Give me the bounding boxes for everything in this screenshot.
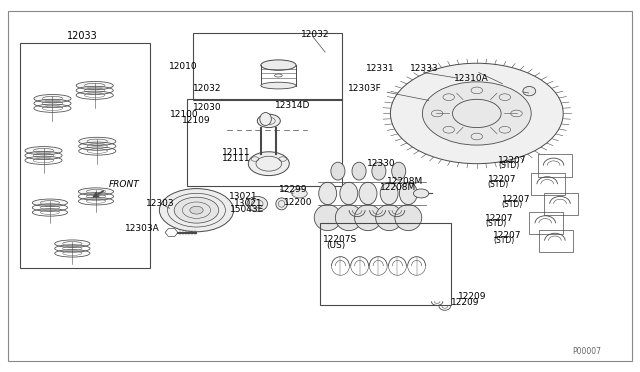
Text: (STD): (STD) — [488, 180, 509, 189]
Ellipse shape — [392, 162, 406, 180]
Text: (US): (US) — [326, 241, 346, 250]
Ellipse shape — [376, 205, 403, 231]
Text: 12208M: 12208M — [387, 177, 423, 186]
Text: 12310A: 12310A — [454, 74, 489, 83]
Ellipse shape — [395, 205, 422, 231]
Circle shape — [422, 82, 531, 145]
Ellipse shape — [314, 205, 341, 231]
Ellipse shape — [261, 60, 296, 70]
Text: 12209: 12209 — [458, 292, 487, 301]
Text: (STD): (STD) — [498, 161, 519, 170]
Text: 12207: 12207 — [485, 214, 514, 223]
Text: 12303F: 12303F — [348, 84, 381, 93]
Text: 12109: 12109 — [182, 116, 211, 125]
Ellipse shape — [335, 205, 362, 231]
Circle shape — [190, 206, 203, 214]
Text: (STD): (STD) — [502, 200, 523, 209]
Text: (STD): (STD) — [493, 236, 515, 245]
Ellipse shape — [359, 182, 377, 205]
Bar — [539, 230, 573, 252]
Text: 12032: 12032 — [193, 84, 222, 93]
Ellipse shape — [276, 198, 287, 210]
Text: 12303: 12303 — [146, 199, 175, 208]
Bar — [193, 33, 342, 100]
Ellipse shape — [372, 162, 386, 180]
Ellipse shape — [79, 188, 114, 195]
Bar — [544, 193, 578, 215]
Ellipse shape — [247, 196, 268, 211]
Circle shape — [159, 189, 234, 232]
Text: 13021: 13021 — [229, 192, 258, 201]
Text: 12299: 12299 — [279, 185, 308, 194]
Text: 12207: 12207 — [493, 231, 522, 240]
Text: 12303A: 12303A — [125, 224, 160, 233]
Text: FRONT: FRONT — [109, 180, 140, 189]
Ellipse shape — [331, 162, 345, 180]
Text: 12207: 12207 — [488, 175, 516, 184]
Circle shape — [248, 152, 289, 176]
Text: 12333: 12333 — [410, 64, 438, 73]
Bar — [538, 154, 572, 177]
Ellipse shape — [261, 82, 296, 89]
Text: 12111: 12111 — [222, 148, 251, 157]
Text: 12207: 12207 — [498, 156, 527, 165]
Circle shape — [174, 197, 219, 223]
Ellipse shape — [34, 94, 71, 103]
Text: (STD): (STD) — [485, 219, 506, 228]
Text: 12030: 12030 — [193, 103, 222, 112]
Text: 12100: 12100 — [170, 110, 198, 119]
Bar — [20, 43, 150, 268]
Text: 12207S: 12207S — [323, 235, 357, 244]
Bar — [531, 173, 565, 195]
Ellipse shape — [76, 81, 113, 90]
Circle shape — [292, 189, 307, 198]
Text: 12208M: 12208M — [380, 183, 416, 192]
Text: 13021: 13021 — [234, 199, 262, 208]
Ellipse shape — [79, 137, 116, 145]
Text: 12331: 12331 — [366, 64, 395, 73]
Circle shape — [413, 189, 429, 198]
Ellipse shape — [260, 112, 271, 126]
Text: 12010: 12010 — [169, 62, 198, 71]
Ellipse shape — [523, 86, 536, 96]
Ellipse shape — [32, 199, 68, 206]
Ellipse shape — [352, 162, 366, 180]
Text: 12207: 12207 — [502, 195, 531, 203]
Ellipse shape — [25, 147, 62, 155]
Bar — [187, 99, 342, 186]
Ellipse shape — [380, 182, 398, 205]
Ellipse shape — [55, 240, 90, 247]
Circle shape — [257, 114, 280, 128]
Bar — [529, 212, 563, 234]
Ellipse shape — [355, 205, 381, 231]
Text: 12330: 12330 — [367, 159, 396, 168]
Text: 12314D: 12314D — [275, 101, 310, 110]
Text: P00007: P00007 — [573, 347, 602, 356]
Text: 12209: 12209 — [451, 298, 479, 307]
Text: 12111: 12111 — [222, 154, 251, 163]
Text: 15043E: 15043E — [230, 205, 265, 214]
Text: 12033: 12033 — [67, 32, 97, 41]
Ellipse shape — [319, 182, 337, 205]
Bar — [320, 223, 451, 305]
Circle shape — [390, 63, 563, 164]
Text: 12032: 12032 — [301, 30, 330, 39]
Ellipse shape — [340, 182, 358, 205]
Ellipse shape — [399, 182, 417, 205]
Text: 12200: 12200 — [284, 198, 312, 207]
